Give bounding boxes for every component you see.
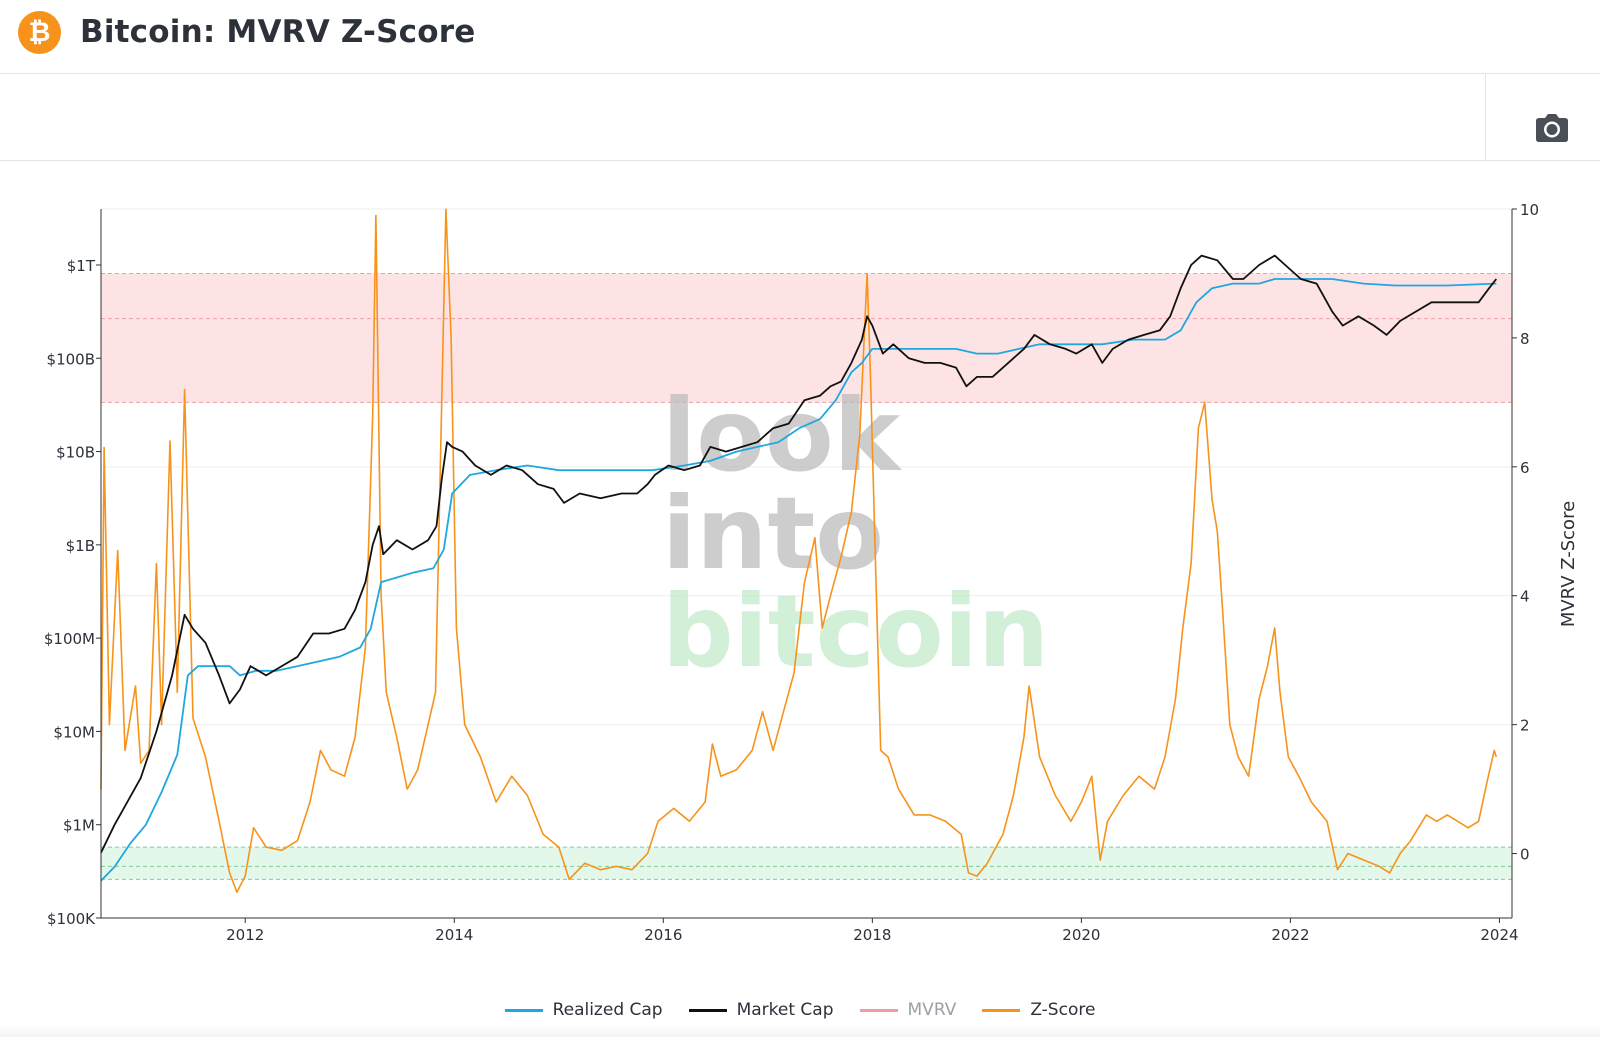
- legend-swatch: [982, 1008, 1021, 1012]
- x-tick-label: 2014: [435, 926, 473, 944]
- y-right-tick-label: 6: [1520, 459, 1530, 477]
- y-left-tick-label: $100B: [47, 350, 95, 368]
- legend-item-z-score[interactable]: Z-Score: [982, 1000, 1095, 1020]
- legend-label: Z-Score: [1030, 1000, 1096, 1020]
- legend-swatch: [504, 1008, 543, 1012]
- x-tick-label: 2020: [1062, 926, 1100, 944]
- chart-area: look into bitcoin $100K $1M $10M $100M $1B $1…: [0, 161, 1600, 1037]
- legend-swatch: [688, 1008, 727, 1012]
- y-right-tick-label: 0: [1520, 846, 1530, 864]
- x-tick-label: 2018: [853, 926, 891, 944]
- legend-item-market-cap[interactable]: Market Cap: [688, 1000, 834, 1020]
- y-right-axis-label: MVRV Z-Score: [1558, 501, 1579, 627]
- y-right-tick-label: 4: [1520, 588, 1530, 606]
- y-right-tick-label: 8: [1520, 330, 1530, 348]
- y-left-tick-label: $100M: [44, 630, 95, 648]
- page-header: ₿ Bitcoin: MVRV Z-Score: [0, 0, 1600, 74]
- mvrv-zscore-chart[interactable]: look into bitcoin $100K $1M $10M $100M $1B $1…: [0, 161, 1600, 1037]
- market-cap-line[interactable]: [100, 254, 1498, 854]
- x-tick-label: 2022: [1271, 926, 1309, 944]
- chart-legend: Realized Cap Market Cap MVRV Z-Score: [0, 996, 1600, 1024]
- y-left-tick-label: $1T: [67, 257, 96, 275]
- toolbar-divider: [1485, 74, 1486, 160]
- y-left-tick-label: $1M: [63, 817, 95, 835]
- download-image-button[interactable]: [1535, 113, 1569, 143]
- watermark: look into bitcoin: [662, 377, 1049, 690]
- bitcoin-logo-icon: ₿: [18, 11, 61, 54]
- legend-swatch: [859, 1008, 898, 1012]
- green-zone-band: [101, 847, 1512, 880]
- y-left-tick-label: $10M: [53, 723, 95, 741]
- y-right-tick-label: 2: [1520, 717, 1530, 735]
- zscore-line[interactable]: [100, 208, 1498, 893]
- chart-toolbar: [0, 74, 1600, 161]
- x-tick-label: 2024: [1480, 926, 1518, 944]
- y-left-tick-label: $100K: [47, 910, 96, 928]
- legend-label: Market Cap: [736, 1000, 834, 1020]
- watermark-bitcoin: bitcoin: [662, 573, 1049, 690]
- legend-label: MVRV: [907, 1000, 957, 1020]
- x-tick-label: 2012: [226, 926, 264, 944]
- y-left-tick-label: $1B: [66, 537, 95, 555]
- legend-item-mvrv[interactable]: MVRV: [859, 1000, 957, 1020]
- watermark-look: look: [662, 377, 903, 494]
- page-bottom-edge: [0, 1026, 1600, 1037]
- x-tick-label: 2016: [644, 926, 682, 944]
- legend-label: Realized Cap: [552, 1000, 663, 1020]
- y-left-tick-label: $10B: [56, 444, 95, 462]
- y-right-tick-label: 10: [1520, 201, 1539, 219]
- camera-icon: [1536, 114, 1568, 142]
- legend-item-realized-cap[interactable]: Realized Cap: [504, 1000, 663, 1020]
- page-title: Bitcoin: MVRV Z-Score: [80, 14, 476, 50]
